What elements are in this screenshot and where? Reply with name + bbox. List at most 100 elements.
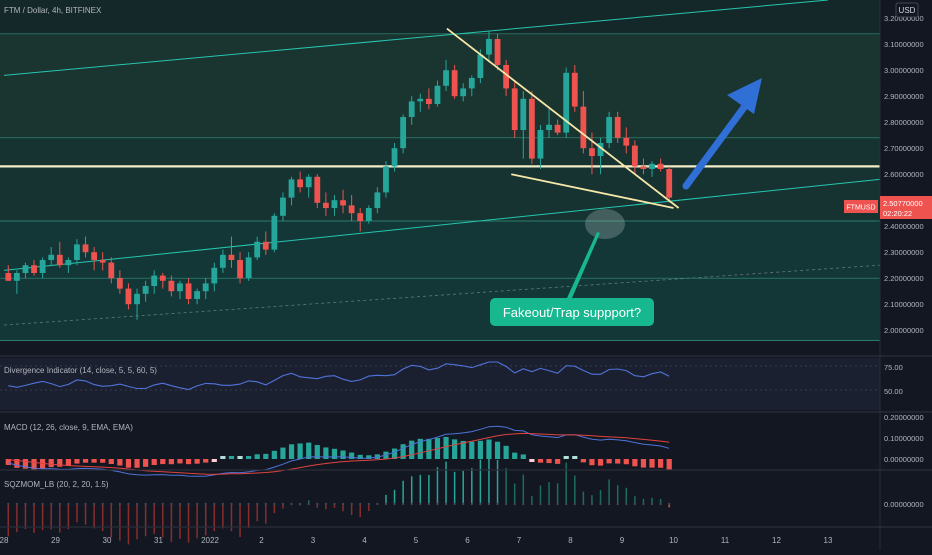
- candle-body: [503, 65, 510, 89]
- candle-body: [580, 106, 587, 149]
- sqzmom-dot: [401, 502, 405, 506]
- sqzmom-dot: [281, 502, 285, 506]
- macd-histogram-bar: [134, 459, 140, 468]
- sqzmom-dot: [324, 502, 328, 506]
- sqzmom-dot: [590, 502, 594, 506]
- candle-body: [56, 254, 63, 266]
- time-tick-label: 5: [414, 536, 419, 545]
- sqzmom-dot: [625, 502, 628, 506]
- candle-body: [348, 205, 355, 214]
- candle-body: [177, 283, 183, 292]
- sqzmom-dot: [547, 502, 551, 506]
- sqzmom-dot: [341, 502, 345, 506]
- price-tick-label: 3.00000000: [884, 66, 924, 75]
- price-tick-label: 2.20000000: [884, 274, 924, 283]
- macd-histogram-bar: [74, 459, 80, 464]
- candle-body: [245, 257, 252, 279]
- sqzmom-dot: [32, 502, 36, 506]
- sqzmom-dot: [238, 502, 242, 506]
- sqzmom-dot: [479, 502, 482, 506]
- candle-body: [65, 260, 72, 266]
- sqzmom-dot: [427, 502, 431, 506]
- macd-title: MACD (12, 26, close, 9, EMA, EMA): [4, 423, 133, 432]
- sqzmom-dot: [599, 502, 602, 506]
- macd-histogram-bar: [469, 441, 475, 459]
- macd-histogram-bar: [529, 459, 535, 462]
- macd-histogram-bar: [125, 459, 132, 468]
- horizontal-levels: [0, 33, 880, 341]
- zone-top: [0, 0, 880, 34]
- sqzmom-dot: [135, 502, 139, 506]
- macd-histogram-bar: [14, 459, 20, 468]
- sqzmom-dot: [256, 502, 259, 506]
- sqzmom-dot: [444, 502, 448, 506]
- sqzmom-dot: [58, 502, 61, 506]
- time-axis: 28 29 30 31 2022 2 3 4 5 6 7 8 9 10 11 12 13: [0, 536, 833, 545]
- price-tag-countdown: 02:20:22: [883, 209, 912, 218]
- candle-body: [374, 192, 381, 208]
- time-tick-label: 8: [568, 536, 573, 545]
- sqzmom-dot: [659, 502, 662, 506]
- divergence-line: [8, 361, 670, 391]
- macd-histogram-bar: [185, 459, 192, 465]
- candle-body: [254, 241, 261, 258]
- sqzmom-tick-label: 0.00000000: [884, 500, 924, 509]
- candle-body: [486, 39, 492, 55]
- trend-channel: [3, 0, 880, 326]
- candle-body: [631, 145, 638, 167]
- candle-body: [623, 137, 630, 146]
- time-tick-label: 13: [824, 536, 833, 545]
- time-tick-label: 7: [517, 536, 522, 545]
- macd-histogram-bar: [100, 459, 106, 463]
- time-tick-label: 10: [669, 536, 678, 545]
- callout-label: Fakeout/Trap suppport?: [503, 305, 641, 320]
- sqzmom-dot: [419, 502, 422, 506]
- macd-histogram-bar: [615, 459, 621, 464]
- price-zones: [0, 0, 880, 341]
- time-tick-label: 6: [465, 536, 470, 545]
- macd-histogram-bar: [151, 459, 157, 466]
- macd-histogram-bar: [331, 448, 338, 459]
- macd-histogram-bar: [580, 459, 586, 463]
- macd-histogram-bar: [555, 459, 561, 464]
- macd-histogram-bar: [31, 459, 37, 470]
- divergence-tick-label: 75.00: [884, 363, 903, 372]
- sqzmom-dot: [290, 502, 293, 506]
- sqzmom-dot: [15, 502, 19, 506]
- price-tick-label: 3.10000000: [884, 40, 924, 49]
- candle-body: [159, 275, 166, 281]
- sqzmom-dot: [384, 502, 388, 506]
- drawings: [446, 27, 762, 298]
- candle-body: [31, 265, 37, 273]
- candle-body: [194, 291, 201, 299]
- macd-histogram-bar: [228, 456, 235, 459]
- sqzmom-dot: [616, 502, 619, 506]
- candle-body: [589, 148, 595, 156]
- sqzmom-dot: [75, 502, 79, 506]
- candle-body: [520, 98, 527, 130]
- time-tick-label: 12: [772, 536, 781, 545]
- macd-histogram-bar: [400, 444, 406, 459]
- macd-histogram-bar: [22, 459, 29, 469]
- macd-histogram-bar: [366, 455, 372, 459]
- time-tick-label: 2: [259, 536, 264, 545]
- candle-body: [417, 98, 424, 102]
- candle-body: [554, 124, 561, 133]
- candle-body: [408, 101, 415, 117]
- candle-body: [237, 260, 243, 279]
- macd-histogram-bar: [254, 454, 260, 459]
- candle-body: [494, 39, 501, 65]
- price-tag-symbol: FTMUSD: [846, 205, 875, 212]
- sqzmom-dot: [178, 502, 182, 506]
- sqzmom-dot: [582, 502, 585, 506]
- candle-body: [125, 288, 132, 305]
- macd-histogram-bar: [606, 459, 612, 464]
- candle-body: [314, 176, 321, 203]
- currency-button[interactable]: USD: [895, 2, 919, 18]
- price-tick-label: 2.90000000: [884, 92, 924, 101]
- macd-histogram-bar: [314, 444, 320, 459]
- sqzmom-dot: [316, 502, 319, 506]
- candle-body: [82, 244, 89, 253]
